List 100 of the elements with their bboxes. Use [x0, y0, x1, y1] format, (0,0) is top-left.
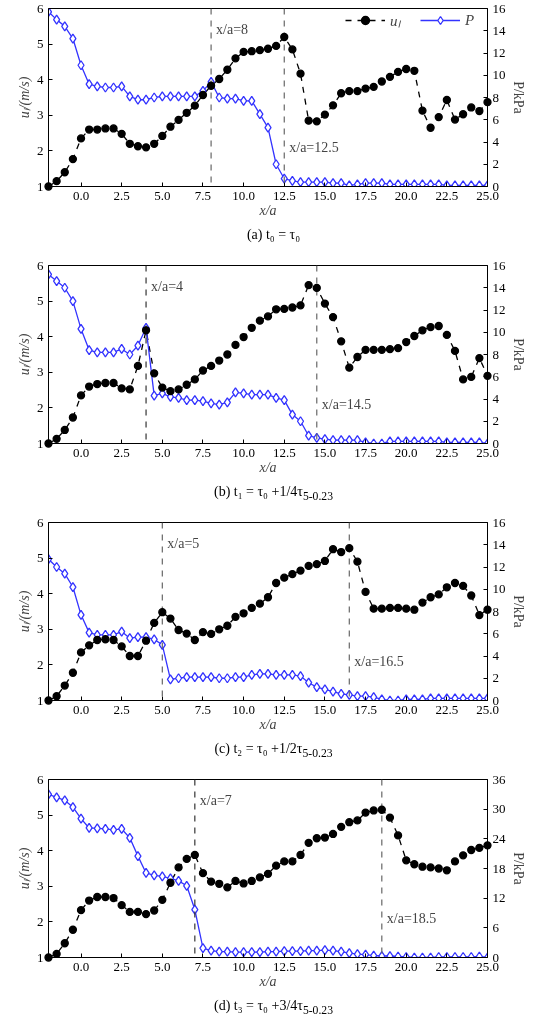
y-tick-label: 5 — [37, 550, 44, 566]
x-tick-label: 2.5 — [113, 958, 130, 974]
y2-tick-label: 8 — [492, 603, 499, 619]
ref-line-label: x/a=16.5 — [354, 653, 404, 669]
y2-tick-label: 16 — [492, 514, 506, 530]
y-axis-title: uₗ/(m/s) — [17, 333, 33, 376]
y2-axis-title: P/kPa — [510, 852, 526, 886]
y2-tick-label: 2 — [492, 156, 499, 172]
x-tick-label: 10.0 — [232, 958, 255, 974]
text: (d) t₃ = τ₀ +3/4τ$_{5-0.23}$ — [213, 997, 334, 1019]
y-tick-label: 3 — [37, 364, 44, 380]
y-tick-label: 3 — [37, 107, 44, 123]
x-tick-label: 20.0 — [394, 187, 418, 203]
x-tick-label: 20.0 — [394, 958, 418, 974]
y-axis-title: uₗ/(m/s) — [17, 590, 33, 633]
y2-tick-label: 14 — [492, 279, 506, 295]
y2-tick-label: 4 — [492, 391, 500, 406]
y-tick-label: 6 — [37, 514, 44, 530]
y-tick-label: 5 — [37, 807, 44, 823]
y2-tick-label: 12 — [492, 45, 506, 60]
x-tick-label: 2.5 — [113, 187, 130, 203]
x-tick-label: 0.0 — [72, 958, 90, 974]
y2-tick-label: 2 — [492, 670, 499, 686]
y2-tick-label: 8 — [492, 346, 499, 362]
y-tick-label: 4 — [37, 842, 44, 858]
x-tick-label: 22.5 — [435, 958, 459, 974]
x-tick-label: 17.5 — [354, 958, 377, 974]
y-tick-label: 2 — [37, 142, 44, 158]
ref-line-label: x/a=18.5 — [386, 910, 437, 926]
x-tick-label: 10.0 — [232, 701, 255, 717]
y-tick-label: 6 — [37, 771, 44, 787]
x-tick-label: 20.0 — [394, 444, 418, 460]
y2-tick-label: 30 — [492, 801, 506, 817]
y2-tick-label: 14 — [492, 536, 506, 552]
y2-tick-label: 16 — [492, 0, 506, 16]
y2-tick-label: 18 — [492, 860, 506, 876]
legend-label: uₗ — [390, 12, 402, 30]
x-tick-label: 7.5 — [194, 958, 212, 974]
y-tick-label: 6 — [37, 257, 44, 273]
y2-tick-label: 36 — [492, 771, 506, 787]
y2-tick-label: 6 — [492, 919, 500, 935]
x-tick-label: 0.0 — [72, 444, 90, 460]
x-tick-label: 12.5 — [272, 958, 296, 974]
x-tick-label: 7.5 — [194, 444, 212, 460]
text: (a) t₀ = τ₀ — [246, 226, 301, 244]
y-tick-label: 3 — [37, 621, 44, 637]
x-tick-label: 22.5 — [435, 444, 459, 460]
y-axis-title: uₗ/(m/s) — [17, 76, 33, 119]
y-tick-label: 1 — [37, 178, 44, 194]
y-tick-label: 1 — [37, 949, 44, 965]
x-axis-title: x/a — [258, 202, 277, 218]
x-tick-label: 0.0 — [72, 187, 90, 203]
y-tick-label: 2 — [37, 656, 44, 672]
legend-label: P — [465, 11, 476, 29]
y-tick-label: 2 — [37, 913, 44, 929]
x-tick-label: 17.5 — [354, 701, 377, 717]
y2-tick-label: 10 — [492, 67, 506, 83]
text: (c) t₂ = τ₀ +1/2τ$_{5-0.23}$ — [214, 740, 333, 762]
y2-tick-label: 16 — [492, 257, 506, 273]
y-axis-title: uₗ/(m/s) — [17, 847, 33, 890]
ref-line-label: x/a=5 — [167, 536, 200, 552]
x-tick-label: 22.5 — [435, 187, 459, 203]
y-tick-label: 2 — [37, 399, 44, 415]
y-tick-label: 4 — [37, 328, 44, 344]
x-tick-label: 20.0 — [394, 701, 418, 717]
y-tick-label: 4 — [37, 71, 44, 87]
x-tick-label: 12.5 — [272, 444, 296, 460]
x-tick-label: 2.5 — [113, 444, 130, 460]
x-axis-title: x/a — [258, 973, 277, 989]
x-tick-label: 7.5 — [194, 187, 212, 203]
y2-tick-label: 12 — [492, 559, 506, 574]
y2-tick-label: 6 — [492, 111, 500, 127]
y2-tick-label: 8 — [492, 89, 499, 105]
x-axis-title: x/a — [258, 459, 277, 475]
x-tick-label: 10.0 — [232, 187, 255, 203]
x-tick-label: 15.0 — [313, 701, 337, 717]
ref-line-label: x/a=8 — [216, 22, 249, 38]
y2-tick-label: 12 — [492, 890, 506, 906]
y2-tick-label: 10 — [492, 324, 506, 340]
x-tick-label: 5.0 — [154, 187, 171, 203]
y-tick-label: 5 — [37, 293, 44, 309]
y2-tick-label: 10 — [492, 581, 506, 597]
y2-tick-label: 2 — [492, 413, 499, 429]
x-tick-label: 22.5 — [435, 701, 459, 717]
x-tick-label: 17.5 — [354, 187, 377, 203]
ref-line-label: x/a=14.5 — [321, 396, 372, 412]
y-tick-label: 6 — [37, 0, 44, 16]
x-axis-title: x/a — [258, 716, 277, 732]
y2-tick-label: 4 — [492, 134, 500, 149]
y-tick-label: 4 — [37, 585, 44, 601]
y2-axis-title: P/kPa — [510, 81, 526, 115]
x-tick-label: 17.5 — [354, 444, 377, 460]
x-tick-label: 12.5 — [272, 701, 296, 717]
y-tick-label: 3 — [37, 878, 44, 894]
y2-tick-label: 12 — [492, 302, 506, 317]
x-tick-label: 15.0 — [313, 187, 337, 203]
x-tick-label: 15.0 — [313, 444, 337, 460]
ref-line-label: x/a=4 — [151, 279, 184, 295]
y-tick-label: 1 — [37, 692, 44, 708]
y-tick-label: 1 — [37, 435, 44, 451]
